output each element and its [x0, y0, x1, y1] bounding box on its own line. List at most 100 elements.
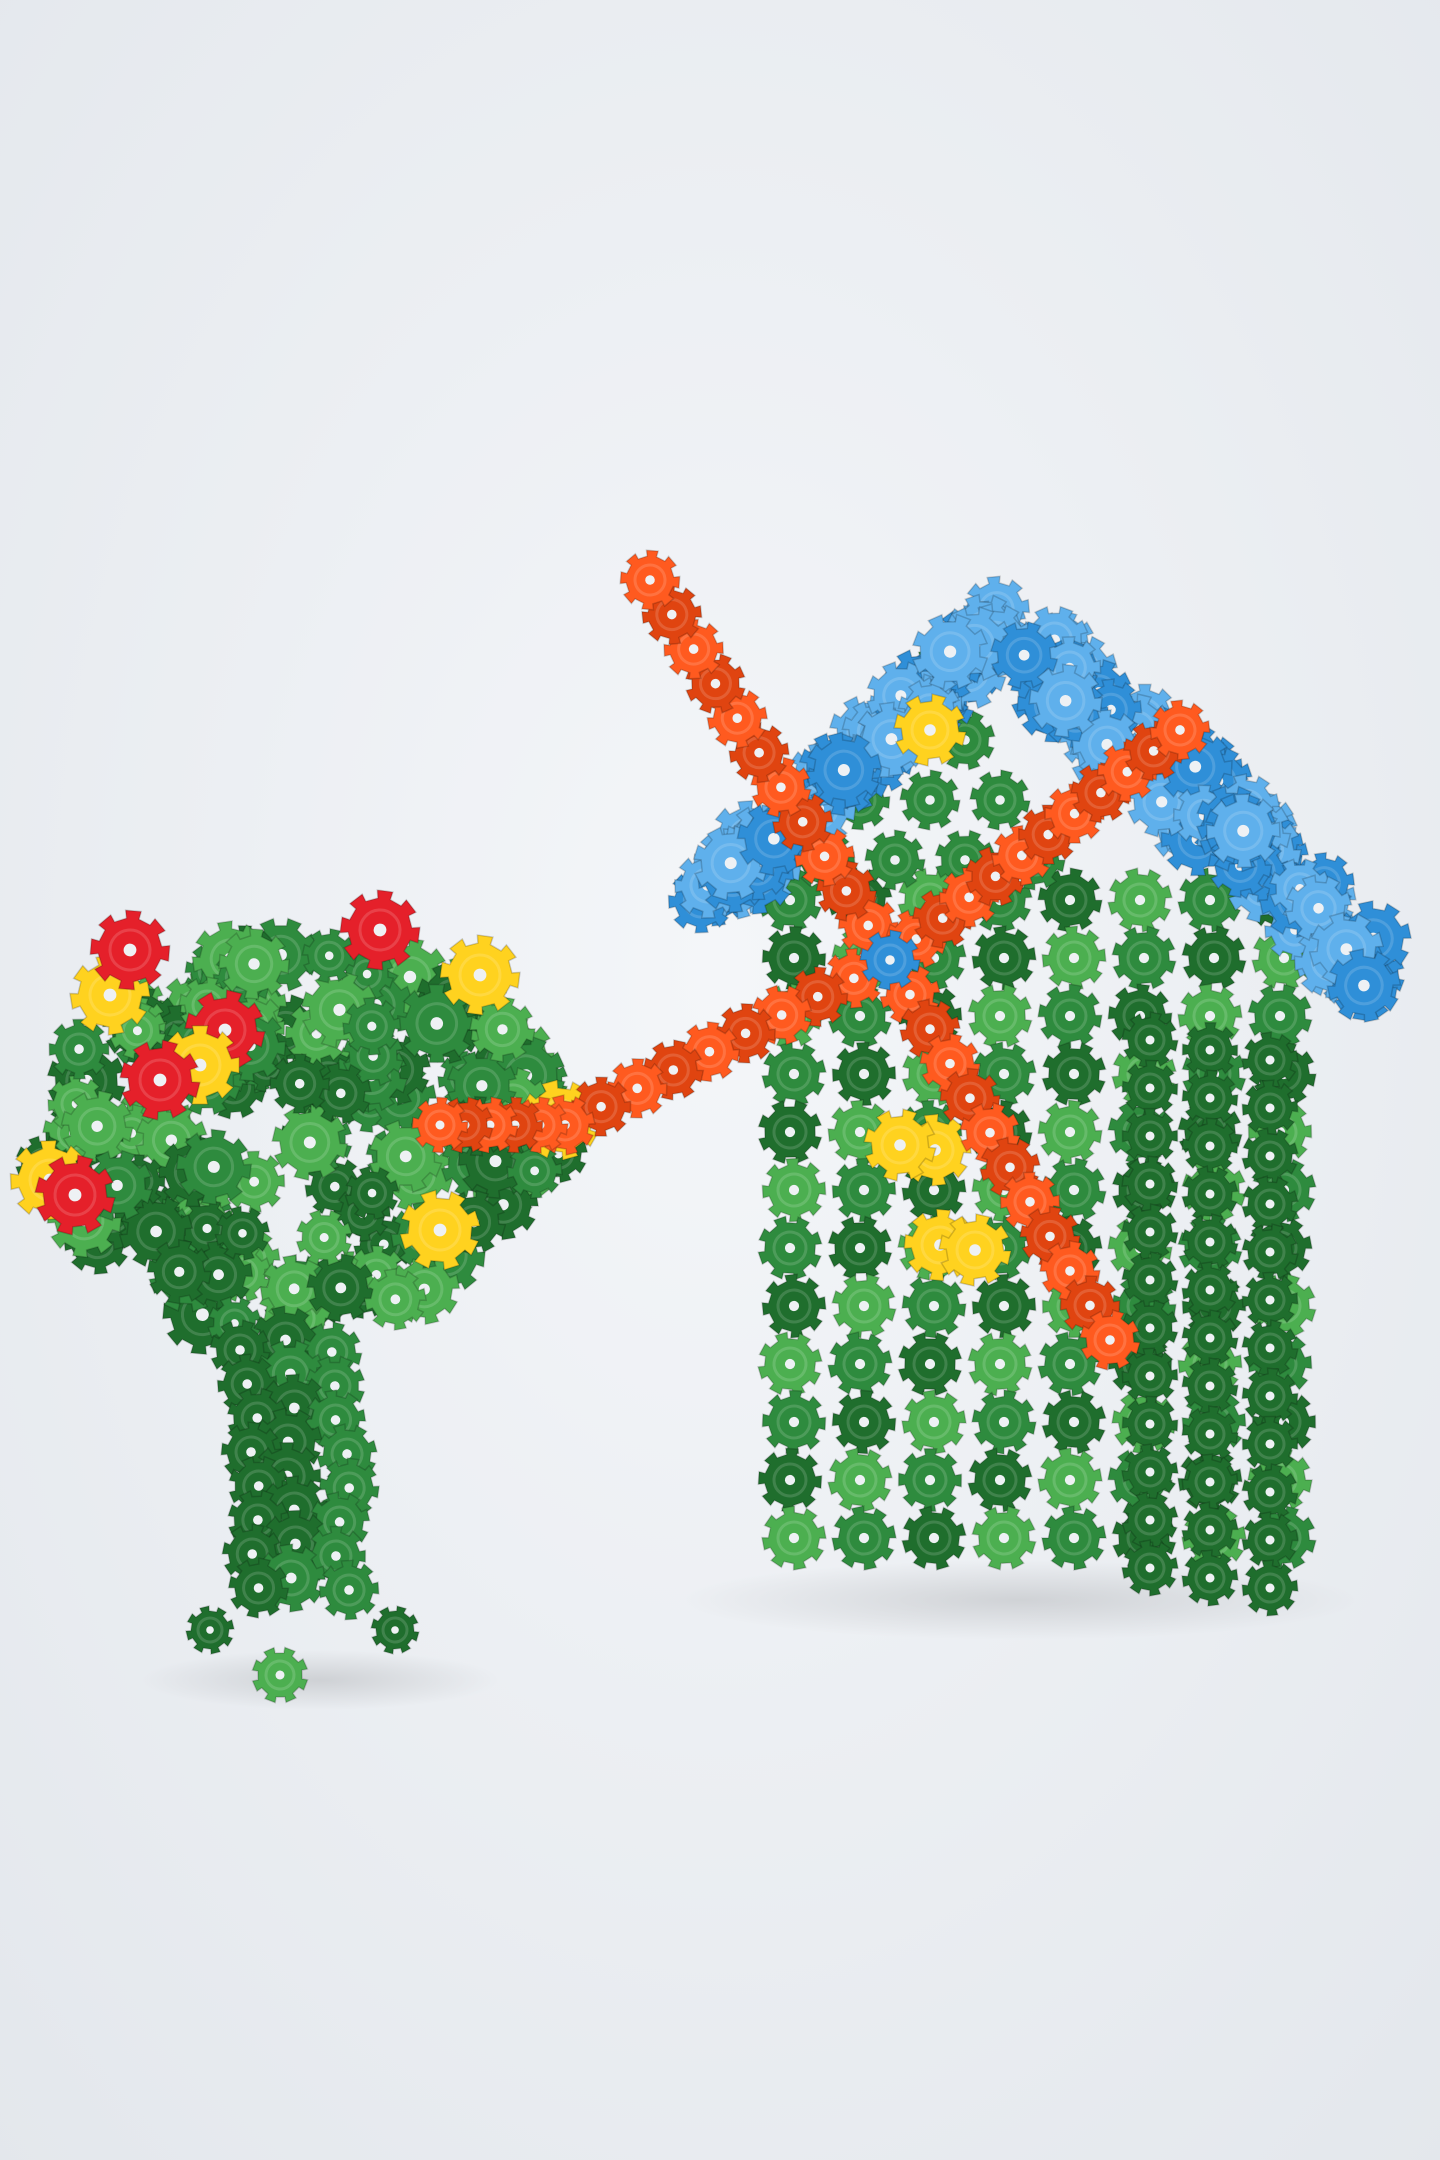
house-side-piece: [1181, 1549, 1239, 1607]
house-wall-piece: [1181, 925, 1247, 991]
sail-piece: [1149, 699, 1211, 761]
house-side-piece: [1241, 1127, 1299, 1185]
windmill-sails: [411, 549, 1211, 1371]
house-side-piece: [1121, 1251, 1179, 1309]
house-side-piece: [1121, 1011, 1179, 1069]
house-wall-piece: [1037, 1099, 1103, 1165]
house-side-piece: [1241, 1415, 1299, 1473]
tree-flower-piece: [399, 1189, 481, 1271]
house-side-piece: [1181, 1117, 1239, 1175]
house-wall-piece: [971, 1389, 1037, 1455]
house-wall-piece: [1107, 867, 1173, 933]
house-wall-piece: [831, 1157, 897, 1223]
flower-tree-model: [9, 889, 601, 1704]
house-side-piece: [1181, 1309, 1239, 1367]
house-wall-piece: [971, 925, 1037, 991]
house-side-piece: [1241, 1175, 1299, 1233]
tree-crown-piece: [48, 1018, 110, 1080]
house-side-piece: [1121, 1155, 1179, 1213]
house-side-piece: [1241, 1223, 1299, 1281]
tree-trunk-piece: [318, 1559, 380, 1621]
house-side-piece: [1121, 1347, 1179, 1405]
house-wall-piece: [1041, 1505, 1107, 1571]
tree-flower-piece: [89, 909, 171, 991]
house-wall-piece: [761, 1273, 827, 1339]
house-side-piece: [1181, 1405, 1239, 1463]
house-side-piece: [1241, 1079, 1299, 1137]
sail-piece: [619, 549, 681, 611]
tree-flower-piece: [34, 1154, 116, 1236]
tree-crown-piece: [309, 1062, 373, 1125]
house-side-piece: [1241, 1559, 1299, 1617]
house-wall-piece: [897, 1447, 963, 1513]
house-roof-piece: [805, 731, 883, 809]
house-side-piece: [1241, 1271, 1299, 1329]
tree-shadow: [140, 1650, 500, 1710]
house-wall-piece: [757, 1099, 823, 1165]
house-wall-piece: [761, 1157, 827, 1223]
house-wall-piece: [831, 1389, 897, 1455]
tree-crown-piece: [344, 1165, 400, 1221]
house-side-piece: [1181, 1213, 1239, 1271]
tree-crown-piece: [397, 983, 477, 1064]
house-wall-piece: [831, 1505, 897, 1571]
house-wall-piece: [1037, 1447, 1103, 1513]
tree-foot-piece: [370, 1605, 420, 1655]
house-wall-piece: [901, 1389, 967, 1455]
tree-crown-piece: [218, 928, 290, 1000]
tree-crown-piece: [506, 1142, 563, 1199]
house-gable-piece: [969, 769, 1031, 831]
house-yellow-piece: [938, 1213, 1012, 1287]
house-side-piece: [1181, 1069, 1239, 1127]
house-side-piece: [1121, 1107, 1179, 1165]
house-side-piece: [1121, 1539, 1179, 1597]
house-side-piece: [1181, 1357, 1239, 1415]
house-wall-piece: [1037, 983, 1103, 1049]
house-side-piece: [1241, 1463, 1299, 1521]
tree-crown-piece: [301, 927, 358, 984]
house-wall-piece: [971, 1273, 1037, 1339]
house-side-piece: [1121, 1491, 1179, 1549]
house-wall-piece: [1041, 925, 1107, 991]
house-side-piece: [1121, 1059, 1179, 1117]
house-roof-piece: [1326, 948, 1402, 1024]
sail-piece: [1079, 1309, 1141, 1371]
house-side-piece: [1121, 1203, 1179, 1261]
house-wall-piece: [831, 1273, 897, 1339]
house-roof-piece: [911, 613, 989, 690]
tree-crown-piece: [363, 1267, 428, 1331]
house-wall-piece: [1037, 867, 1103, 933]
tree-crown-piece: [175, 1128, 253, 1206]
sail-hub-piece: [859, 929, 921, 991]
house-roof-piece: [1028, 663, 1103, 738]
house-wall-piece: [757, 1447, 823, 1513]
sail-connector-piece: [411, 1096, 469, 1154]
tree-flower-piece: [339, 889, 421, 971]
tree-crown-piece: [60, 1089, 134, 1163]
tree-flower-piece: [439, 934, 521, 1016]
house-side-piece: [1241, 1511, 1299, 1569]
house-wall-piece: [901, 1505, 967, 1571]
house-roof-piece: [989, 620, 1059, 690]
house-wall-piece: [761, 1041, 827, 1107]
house-wall-piece: [967, 1447, 1033, 1513]
house-side-piece: [1181, 1021, 1239, 1079]
tree-crown-piece: [342, 996, 402, 1056]
house-wall-piece: [761, 1505, 827, 1571]
tree-trunk-piece: [227, 1557, 290, 1619]
house-wall-piece: [1041, 1041, 1107, 1107]
house-yellow-piece: [893, 693, 967, 767]
house-yellow-piece: [863, 1108, 937, 1182]
tree-crown-piece: [146, 1238, 213, 1305]
tree-crown-piece: [269, 1053, 330, 1114]
house-wall-piece: [1041, 1389, 1107, 1455]
tree-foot-piece: [251, 1646, 309, 1704]
tree-foot-piece: [185, 1605, 235, 1655]
house-roof-piece: [1205, 793, 1281, 869]
house-side-piece: [1241, 1319, 1299, 1377]
house-wall-piece: [1247, 983, 1313, 1049]
house-wall-piece: [827, 1331, 893, 1397]
house-wall-piece: [827, 1215, 893, 1281]
